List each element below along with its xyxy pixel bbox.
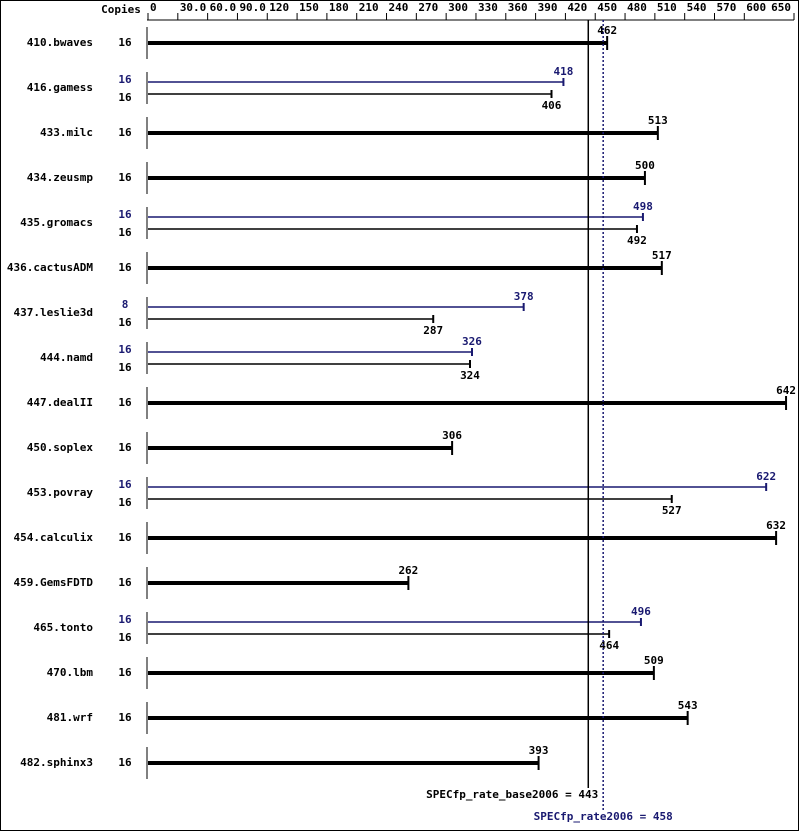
base-copies: 16: [118, 261, 132, 274]
benchmark-name: 450.soplex: [27, 441, 94, 454]
x-tick-label: 180: [329, 1, 349, 14]
peak-copies: 8: [122, 298, 129, 311]
benchmark-name: 470.lbm: [47, 666, 94, 679]
x-tick-label: 510: [657, 1, 677, 14]
x-tick-label: 30.0: [180, 1, 207, 14]
x-tick-label: 450: [597, 1, 617, 14]
peak-value-label: 418: [553, 65, 573, 78]
base-copies: 16: [118, 576, 132, 589]
x-tick-label: 360: [508, 1, 528, 14]
peak-copies: 16: [118, 343, 132, 356]
peak-value-label: 378: [514, 290, 534, 303]
base-copies: 16: [118, 531, 132, 544]
benchmark-name: 447.dealII: [27, 396, 93, 409]
base-copies: 16: [118, 666, 132, 679]
peak-value-label: 496: [631, 605, 651, 618]
peak-summary-label: SPECfp_rate2006 = 458: [534, 810, 673, 823]
base-value-label: 464: [599, 639, 619, 652]
benchmark-name: 482.sphinx3: [20, 756, 93, 769]
x-tick-label: 480: [627, 1, 647, 14]
peak-value-label: 622: [756, 470, 776, 483]
x-tick-label: 300: [448, 1, 468, 14]
base-copies: 16: [118, 316, 132, 329]
x-tick-label: 120: [269, 1, 289, 14]
x-tick-label: 540: [687, 1, 707, 14]
benchmark-name: 436.cactusADM: [7, 261, 93, 274]
x-tick-label: 420: [567, 1, 587, 14]
base-copies: 16: [118, 711, 132, 724]
base-copies: 16: [118, 36, 132, 49]
base-copies: 16: [118, 396, 132, 409]
base-value-label: 324: [460, 369, 480, 382]
base-value-label: 517: [652, 249, 672, 262]
base-value-label: 287: [423, 324, 443, 337]
base-value-label: 306: [442, 429, 462, 442]
x-tick-label: 600: [746, 1, 766, 14]
peak-copies: 16: [118, 208, 132, 221]
benchmark-name: 410.bwaves: [27, 36, 93, 49]
base-copies: 16: [118, 226, 132, 239]
benchmark-name: 453.povray: [27, 486, 94, 499]
x-tick-label: 90.0: [239, 1, 266, 14]
peak-copies: 16: [118, 613, 132, 626]
x-tick-label: 650: [771, 1, 791, 14]
x-tick-label: 240: [389, 1, 409, 14]
x-tick-label: 270: [418, 1, 438, 14]
base-copies: 16: [118, 91, 132, 104]
benchmark-name: 437.leslie3d: [14, 306, 93, 319]
x-tick-label: 0: [150, 1, 157, 14]
benchmark-name: 433.milc: [40, 126, 93, 139]
base-copies: 16: [118, 631, 132, 644]
benchmark-name: 481.wrf: [47, 711, 93, 724]
base-copies: 16: [118, 496, 132, 509]
benchmark-name: 435.gromacs: [20, 216, 93, 229]
x-tick-label: 210: [359, 1, 379, 14]
x-tick-label: 60.0: [210, 1, 237, 14]
x-tick-label: 570: [716, 1, 736, 14]
base-value-label: 543: [678, 699, 698, 712]
x-tick-label: 390: [538, 1, 558, 14]
base-value-label: 509: [644, 654, 664, 667]
base-copies: 16: [118, 361, 132, 374]
base-summary-label: SPECfp_rate_base2006 = 443: [426, 788, 598, 801]
base-copies: 16: [118, 171, 132, 184]
base-copies: 16: [118, 126, 132, 139]
base-value-label: 632: [766, 519, 786, 532]
benchmark-name: 434.zeusmp: [27, 171, 94, 184]
base-value-label: 462: [597, 24, 617, 37]
base-value-label: 527: [662, 504, 682, 517]
copies-header: Copies: [101, 3, 141, 16]
x-tick-label: 150: [299, 1, 319, 14]
peak-copies: 16: [118, 73, 132, 86]
peak-value-label: 326: [462, 335, 482, 348]
benchmark-name: 465.tonto: [33, 621, 93, 634]
benchmark-name: 416.gamess: [27, 81, 93, 94]
benchmark-name: 454.calculix: [14, 531, 94, 544]
peak-value-label: 498: [633, 200, 653, 213]
base-value-label: 642: [776, 384, 796, 397]
base-value-label: 393: [529, 744, 549, 757]
base-value-label: 262: [398, 564, 418, 577]
x-tick-label: 330: [478, 1, 498, 14]
base-value-label: 492: [627, 234, 647, 247]
base-value-label: 500: [635, 159, 655, 172]
peak-copies: 16: [118, 478, 132, 491]
base-copies: 16: [118, 441, 132, 454]
base-copies: 16: [118, 756, 132, 769]
base-value-label: 406: [542, 99, 562, 112]
benchmark-name: 444.namd: [40, 351, 93, 364]
base-value-label: 513: [648, 114, 668, 127]
benchmark-name: 459.GemsFDTD: [14, 576, 94, 589]
